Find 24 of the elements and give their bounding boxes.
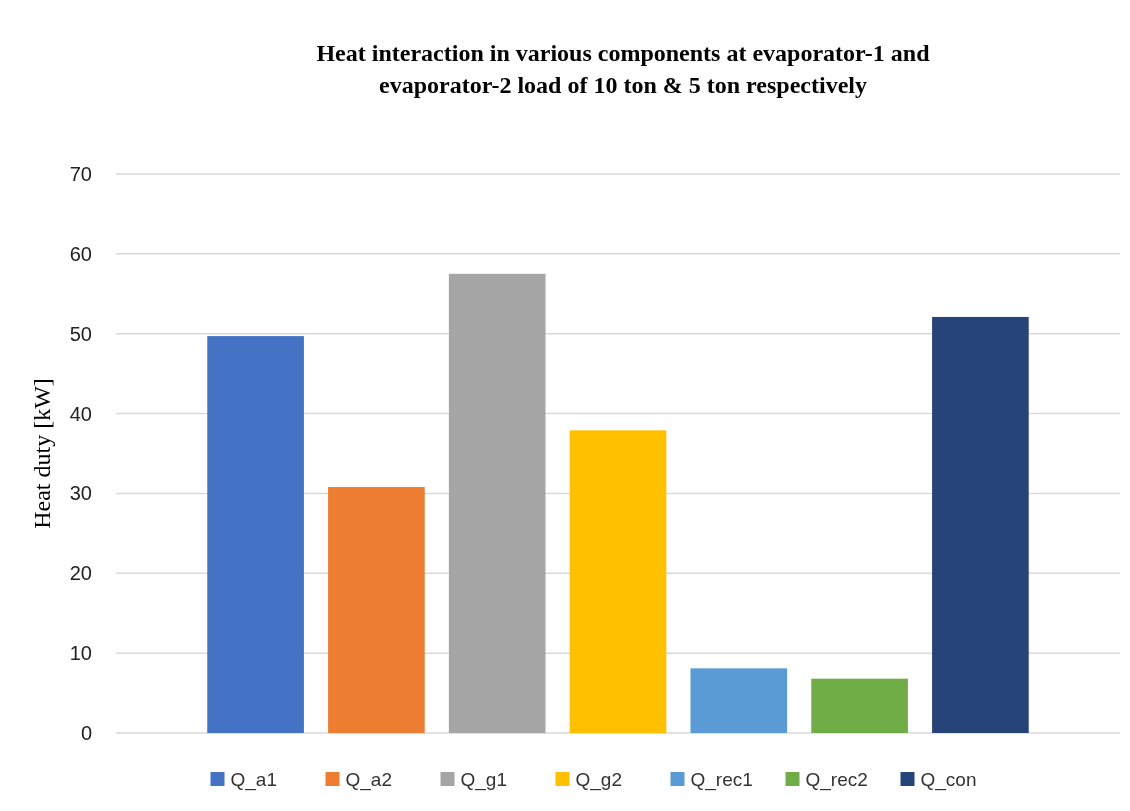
y-tick-label: 30 (69, 482, 92, 505)
legend-label: Q_g2 (575, 768, 622, 791)
legend-label: Q_g1 (460, 768, 507, 791)
bar (328, 487, 425, 733)
y-tick-label: 50 (69, 322, 92, 345)
bar (448, 273, 546, 733)
legend-label: Q_a2 (345, 768, 392, 791)
y-tick-label: 0 (80, 722, 92, 744)
bar (690, 668, 788, 733)
bar (569, 430, 667, 733)
chart-title: Heat interaction in various components at evaporator-1 and evaporator-2 load of 10 ton & 5 ton respectively (316, 40, 931, 98)
y-tick-label: 70 (69, 163, 92, 185)
legend-label: Q_a1 (230, 768, 277, 791)
y-axis-title: Heat duty [kW] (29, 378, 55, 529)
y-tick-label: 10 (69, 642, 92, 665)
bar (932, 316, 1029, 733)
legend-label: Q_rec2 (805, 768, 868, 791)
y-tick-label: 60 (69, 242, 92, 265)
legend-label: Q_con (920, 768, 977, 791)
legend-label: Q_rec1 (690, 768, 753, 791)
bar (811, 678, 908, 733)
y-tick-label: 20 (69, 562, 92, 585)
y-tick-label: 40 (69, 402, 92, 425)
bar (207, 336, 304, 733)
